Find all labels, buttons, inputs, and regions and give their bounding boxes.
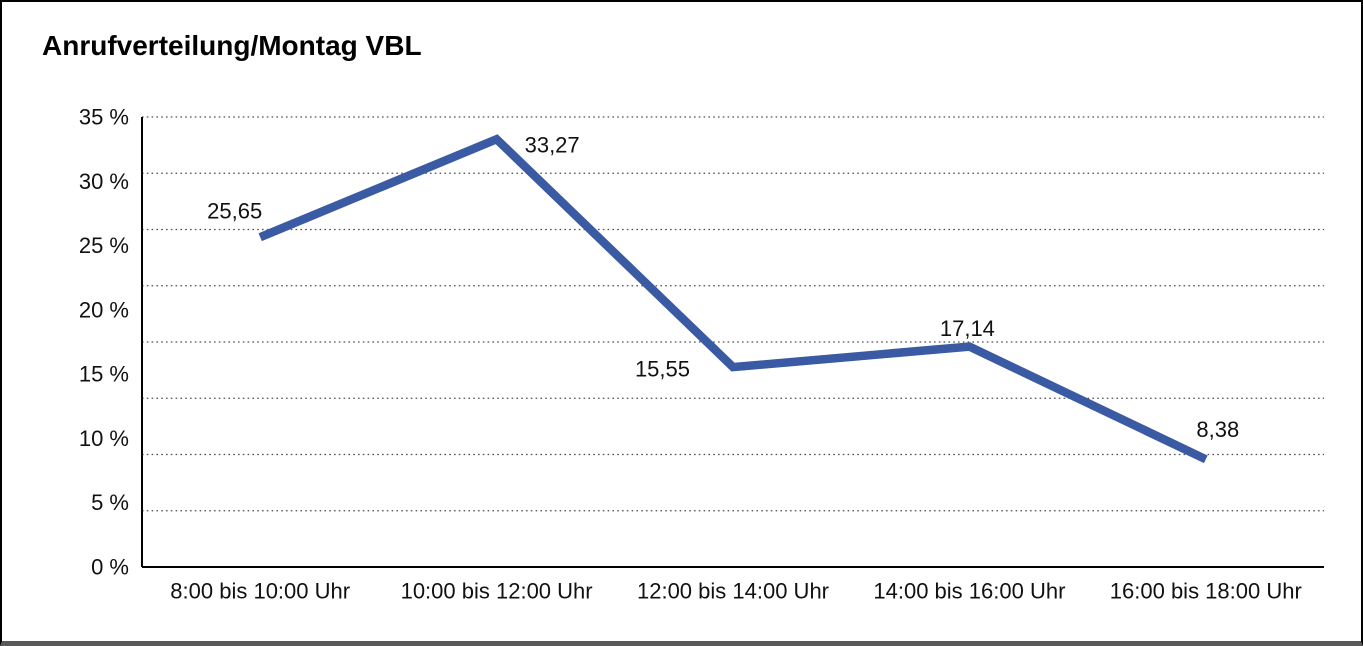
y-tick-label: 25 % xyxy=(79,233,129,258)
y-tick-label: 35 % xyxy=(79,105,129,130)
x-tick-label: 10:00 bis 12:00 Uhr xyxy=(401,579,593,604)
chart-title: Anrufverteilung/Montag VBL xyxy=(42,30,422,61)
data-line xyxy=(258,134,1208,464)
data-point-label: 25,65 xyxy=(207,199,262,224)
y-tick-label: 5 % xyxy=(91,490,129,515)
data-point-label: 15,55 xyxy=(635,357,690,382)
y-tick-label: 10 % xyxy=(79,426,129,451)
data-point-label: 33,27 xyxy=(525,133,580,158)
x-tick-label: 14:00 bis 16:00 Uhr xyxy=(873,579,1065,604)
data-point-label: 17,14 xyxy=(940,316,995,341)
y-tick-label: 20 % xyxy=(79,297,129,322)
y-tick-label: 30 % xyxy=(79,169,129,194)
x-tick-label: 12:00 bis 14:00 Uhr xyxy=(637,579,829,604)
x-tick-label: 8:00 bis 10:00 Uhr xyxy=(170,579,350,604)
y-tick-label: 15 % xyxy=(79,362,129,387)
y-tick-label: 0 % xyxy=(91,555,129,580)
x-tick-label: 16:00 bis 18:00 Uhr xyxy=(1110,579,1302,604)
data-point-label: 8,38 xyxy=(1196,417,1239,442)
